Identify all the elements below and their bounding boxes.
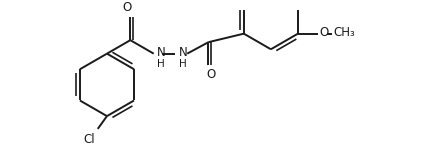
- Text: H: H: [179, 59, 187, 69]
- Text: H: H: [157, 59, 164, 69]
- Text: O: O: [320, 26, 329, 39]
- Text: N: N: [179, 46, 187, 59]
- Text: O: O: [206, 68, 215, 81]
- Text: O: O: [123, 1, 132, 14]
- Text: N: N: [157, 46, 165, 59]
- Text: CH₃: CH₃: [334, 26, 355, 39]
- Text: Cl: Cl: [83, 133, 95, 146]
